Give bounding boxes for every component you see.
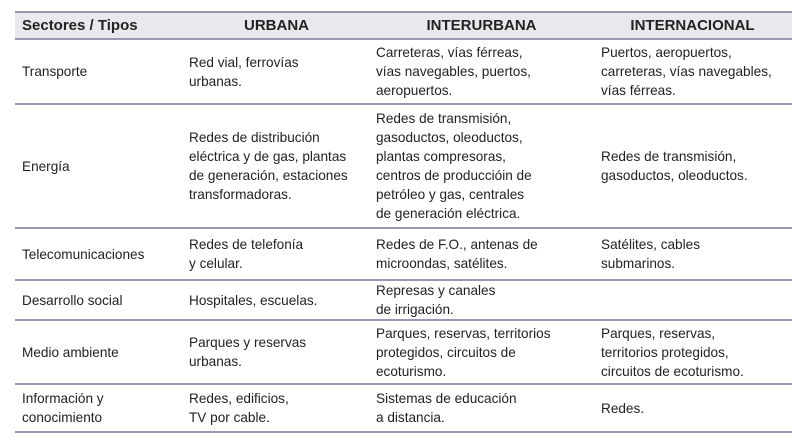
table-row: Energía Redes de distribución eléctrica y … [15, 104, 792, 229]
infrastructure-table: Sectores / Tipos URBANA INTERURBANA INTE… [15, 11, 792, 433]
cell-internacional: Parques, reservas, territorios protegidos… [593, 320, 792, 385]
header-urbana: URBANA [183, 11, 370, 40]
cell-urbana: Redes de distribución eléctrica y de gas,… [183, 104, 370, 229]
cell-line: Información y [22, 391, 104, 406]
cell-line: Satélites, cables [601, 237, 700, 252]
cell-internacional: Puertos, aeropuertos, carreteras, vías na… [593, 39, 792, 105]
cell-line: circuitos de ecoturismo. [601, 363, 744, 379]
cell-line: carreteras, vías navegables, [601, 64, 772, 79]
cell-line: de generación, estaciones [189, 168, 348, 183]
table-row: Información y conocimiento Redes, edificio… [15, 384, 792, 433]
cell-line: urbanas. [189, 354, 242, 369]
cell-line: Redes de telefonía [189, 237, 304, 252]
cell-line: Parques, reservas, [601, 325, 716, 341]
header-internacional: INTERNACIONAL [593, 11, 792, 40]
cell-line: Represas y canales [376, 283, 496, 298]
cell-line: Energía [22, 158, 70, 174]
cell-line: vías férreas. [601, 83, 676, 98]
cell-line: Redes de distribución [189, 130, 320, 145]
header-interurbana: INTERURBANA [370, 11, 593, 40]
cell-line: centros de produccióin de [376, 168, 532, 183]
cell-sector: Telecomunicaciones [15, 228, 183, 281]
cell-line: submarinos. [601, 256, 676, 271]
cell-interurbana: Sistemas de educación a distancia. [370, 384, 593, 433]
cell-line: Redes de transmisión, [376, 111, 512, 126]
cell-line: y celular. [189, 256, 243, 271]
cell-line: territorios protegidos, [601, 344, 729, 360]
table-row: Medio ambiente Parques y reservas urbanas.… [15, 320, 792, 385]
cell-line: vías navegables, puertos, [376, 64, 531, 79]
cell-sector: Transporte [15, 39, 183, 105]
cell-line: aeropuertos. [376, 83, 453, 98]
cell-line: microondas, satélites. [376, 256, 508, 271]
cell-line: Medio ambiente [22, 344, 119, 360]
cell-line: Redes de F.O., antenas de [376, 237, 538, 252]
cell-sector: Información y conocimiento [15, 384, 183, 433]
cell-line: Desarrollo social [22, 292, 123, 308]
cell-line: a distancia. [376, 410, 445, 425]
cell-line: protegidos, circuitos de [376, 344, 516, 360]
cell-interurbana: Redes de F.O., antenas de microondas, sat… [370, 228, 593, 281]
cell-internacional: Satélites, cables submarinos. [593, 228, 792, 281]
table-row: Transporte Red vial, ferrovías urbanas. Car… [15, 39, 792, 105]
cell-internacional: Redes de transmisión, gasoductos, oleoduc… [593, 104, 792, 229]
cell-line: gasoductos, oleoductos, [376, 130, 523, 145]
cell-line: Redes, edificios, [189, 391, 289, 406]
cell-line: de generación eléctrica. [376, 206, 521, 221]
header-row: Sectores / Tipos URBANA INTERURBANA INTE… [15, 11, 792, 40]
cell-interurbana: Redes de transmisión, gasoductos, oleoduc… [370, 104, 593, 229]
cell-line: TV por cable. [189, 410, 270, 425]
table-body: Transporte Red vial, ferrovías urbanas. Car… [15, 39, 792, 433]
cell-interurbana: Carreteras, vías férreas, vías navegables… [370, 39, 593, 105]
table-row: Telecomunicaciones Redes de telefonía y ce… [15, 228, 792, 281]
cell-interurbana: Represas y canales de irrigación. [370, 280, 593, 321]
cell-urbana: Redes, edificios, TV por cable. [183, 384, 370, 433]
cell-line: ecoturismo. [376, 363, 447, 379]
cell-line: Redes de transmisión, [601, 149, 737, 164]
cell-line: Sistemas de educación [376, 391, 517, 406]
cell-line: Telecomunicaciones [22, 246, 145, 262]
cell-line: Transporte [22, 64, 88, 79]
cell-interurbana: Parques, reservas, territorios protegidos… [370, 320, 593, 385]
table-row: Desarrollo social Hospitales, escuelas. Re… [15, 280, 792, 321]
cell-line: petróleo y gas, centrales [376, 187, 525, 202]
cell-line: Parques, reservas, territorios [376, 325, 551, 341]
cell-internacional: Redes. [593, 384, 792, 433]
cell-sector: Energía [15, 104, 183, 229]
cell-internacional [593, 280, 792, 321]
cell-sector: Desarrollo social [15, 280, 183, 321]
cell-sector: Medio ambiente [15, 320, 183, 385]
cell-line: conocimiento [22, 410, 103, 425]
cell-line: gasoductos, oleoductos. [601, 168, 748, 183]
cell-line: plantas compresoras, [376, 149, 506, 164]
cell-urbana: Hospitales, escuelas. [183, 280, 370, 321]
cell-line: transformadoras. [189, 187, 292, 202]
cell-line: Carreteras, vías férreas, [376, 45, 523, 60]
cell-line: Parques y reservas [189, 335, 307, 350]
cell-line: Hospitales, escuelas. [189, 292, 318, 308]
cell-line: Redes. [601, 400, 645, 416]
header-sectores: Sectores / Tipos [15, 11, 183, 40]
cell-line: eléctrica y de gas, plantas [189, 149, 347, 164]
cell-line: de irrigación. [376, 302, 454, 317]
cell-urbana: Red vial, ferrovías urbanas. [183, 39, 370, 105]
cell-urbana: Redes de telefonía y celular. [183, 228, 370, 281]
cell-line: Red vial, ferrovías [189, 54, 299, 70]
cell-line: urbanas. [189, 73, 242, 89]
cell-urbana: Parques y reservas urbanas. [183, 320, 370, 385]
cell-line: Puertos, aeropuertos, [601, 45, 732, 60]
